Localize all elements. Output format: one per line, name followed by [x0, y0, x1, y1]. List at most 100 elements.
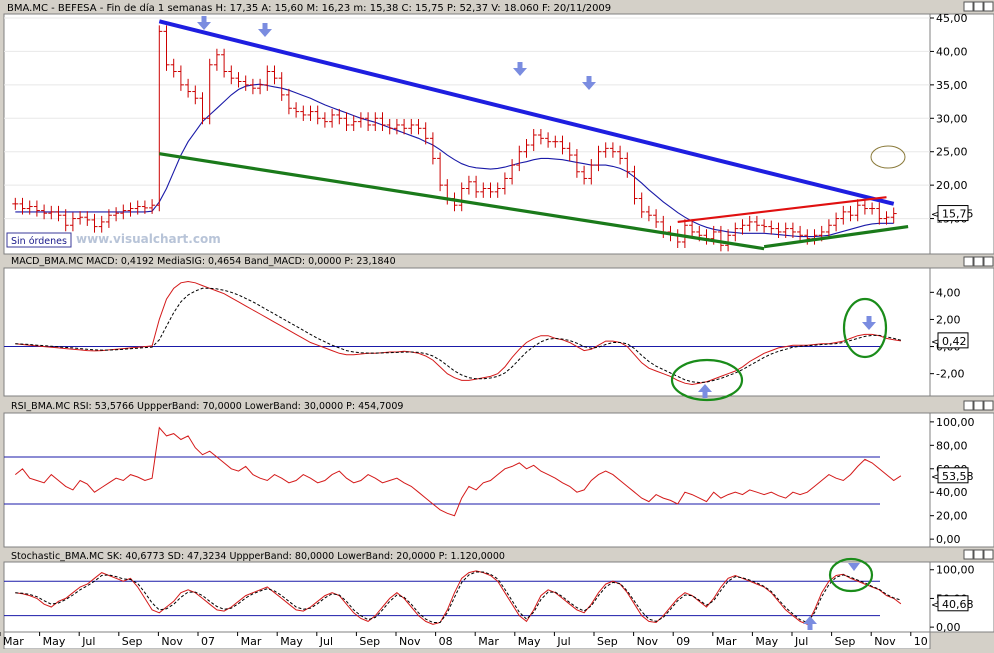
price-bar	[170, 58, 177, 78]
price-bar	[314, 105, 321, 125]
price-bar	[84, 211, 91, 226]
watermark: www.visualchart.com	[76, 232, 221, 246]
price-bar	[631, 165, 638, 205]
orders-button-label: Sin órdenes	[11, 236, 67, 247]
price-tick-label: 25,00	[936, 146, 968, 159]
price-gridlines	[4, 17, 930, 220]
macd-tick-label: 2,00	[936, 313, 961, 326]
price-bar	[127, 202, 134, 217]
price-marker: <	[931, 210, 939, 221]
price-bar	[609, 142, 616, 158]
price-value-badge: 15,75<	[931, 205, 974, 222]
price-bar	[473, 175, 480, 198]
rsi-header: RSI_BMA.MC RSI: 53,5766 UppperBand: 70,0…	[11, 401, 403, 412]
price-bar	[149, 199, 156, 214]
stochastic-tick-label: 100,00	[936, 564, 975, 577]
price-bar	[372, 112, 379, 131]
moving-average	[15, 83, 894, 238]
price-tick-label: 45,00	[936, 12, 968, 25]
price-bar	[33, 200, 40, 217]
time-tick-label: May	[43, 635, 66, 648]
price-bar	[465, 175, 472, 195]
price-bar	[746, 215, 753, 232]
price-bar	[91, 213, 98, 233]
price-bar	[653, 209, 660, 228]
price-bar	[689, 219, 696, 238]
price-bar	[581, 165, 588, 185]
price-bar	[516, 145, 523, 172]
price-bar	[638, 192, 645, 218]
price-bar	[523, 139, 530, 158]
down-arrow-icon	[513, 62, 527, 76]
price-bar	[876, 202, 883, 225]
stochastic-series-sk	[15, 570, 902, 625]
price-bar	[242, 75, 249, 91]
macd-window-buttons[interactable]	[963, 256, 994, 267]
macd-series-mediasig	[15, 287, 902, 384]
macd-value-badge: 0,42<	[931, 332, 969, 349]
price-bar	[588, 159, 595, 185]
price-bar	[401, 118, 408, 135]
price-bar	[761, 219, 768, 233]
price-bar	[293, 102, 300, 118]
price-bar	[105, 209, 112, 228]
down-arrow-icon	[197, 16, 211, 30]
price-window-buttons[interactable]	[963, 1, 994, 12]
annotations	[197, 16, 906, 630]
time-tick-label: Nov	[637, 635, 659, 648]
stochastic-value-badge: 40,68<	[931, 595, 974, 612]
price-bar	[422, 122, 429, 145]
stochastic-panel: Stochastic_BMA.MC SK: 40,6773 SD: 47,323…	[3, 549, 994, 634]
price-bar	[221, 48, 228, 78]
price-panel: BMA.MC - BEFESA - Fin de día 1 semanas H…	[3, 1, 994, 255]
moving-average-line	[15, 83, 894, 238]
price-bar	[336, 108, 343, 125]
price-bar	[357, 112, 364, 128]
orders-button[interactable]: Sin órdenes	[6, 232, 72, 248]
price-bar	[257, 78, 264, 95]
stochastic-header: Stochastic_BMA.MC SK: 40,6773 SD: 47,323…	[11, 551, 505, 562]
price-bar	[775, 222, 782, 238]
price-bar	[408, 118, 415, 135]
rising-support-trendline	[763, 225, 909, 249]
rsi-window-buttons[interactable]	[963, 400, 994, 411]
price-bar	[206, 58, 213, 125]
macd-marker: <	[931, 337, 939, 348]
time-tick-label: Mar	[3, 635, 24, 648]
price-bar	[177, 65, 184, 91]
price-bar	[890, 207, 897, 224]
up-arrow-icon	[698, 384, 712, 398]
price-bar	[41, 204, 48, 220]
macd-series-macd	[15, 280, 901, 386]
highlight-circle	[828, 557, 874, 593]
price-bar	[681, 219, 688, 248]
price-bar	[645, 205, 652, 222]
time-axis: Mar May Jul Sep Nov 07 Mar May Jul Sep Nov 08 Mar May…	[0, 631, 931, 650]
trendlines	[158, 19, 909, 251]
rsi-value-badge: 53,58<	[931, 467, 974, 484]
time-tick-label: May	[280, 635, 303, 648]
price-bar	[264, 65, 271, 91]
time-tick-label: Nov	[874, 635, 896, 648]
price-bar	[825, 219, 832, 238]
time-tick-label: Sep	[835, 635, 856, 648]
down-arrow-icon	[258, 23, 272, 37]
macd-panel: MACD_BMA.MC MACD: 0,4192 MediaSIG: 0,465…	[3, 256, 994, 397]
price-tick-label: 35,00	[936, 79, 968, 92]
stochastic-tick-label: 0,00	[936, 621, 961, 634]
price-bar	[321, 112, 328, 128]
stochastic-window-buttons[interactable]	[963, 549, 994, 560]
stochastic-marker: <	[931, 600, 939, 611]
time-tick-label: Mar	[241, 635, 262, 648]
price-bar	[271, 65, 278, 85]
time-tick-label: Sep	[597, 635, 618, 648]
price-tick-label: 30,00	[936, 112, 968, 125]
rsi-tick-label: 0,00	[936, 533, 961, 546]
time-tick-label: 07	[201, 635, 215, 648]
time-tick-label: 08	[439, 635, 453, 648]
price-bar	[739, 219, 746, 235]
rsi-marker: <	[931, 472, 939, 483]
price-bar	[494, 182, 501, 198]
highlight-circle	[670, 358, 744, 402]
